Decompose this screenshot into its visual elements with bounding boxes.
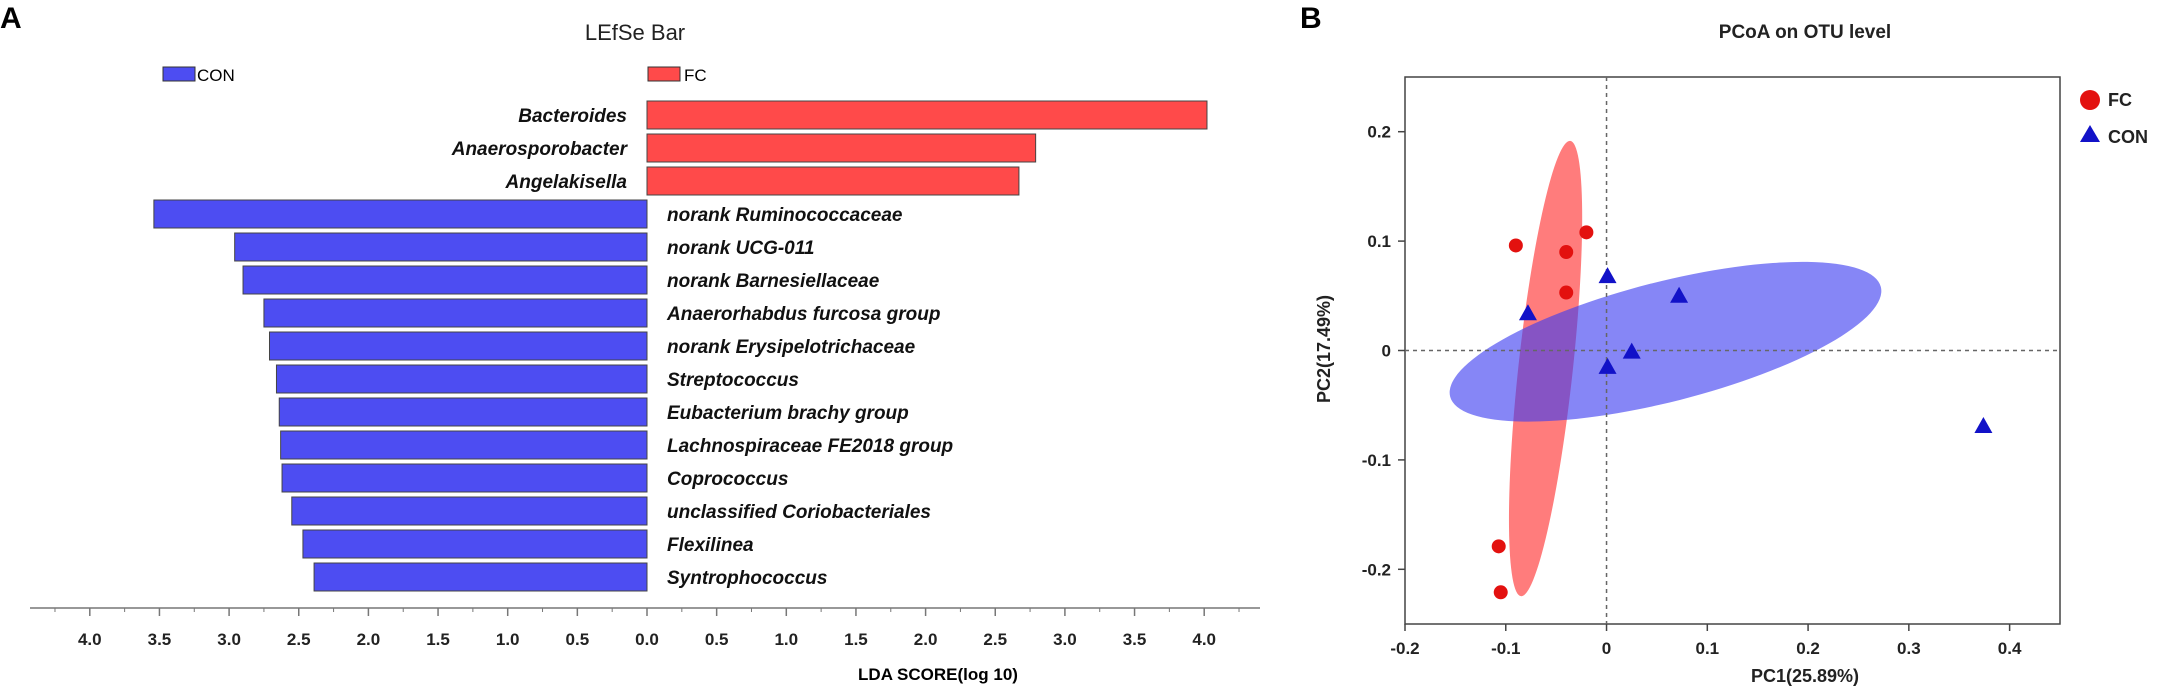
lefse-tick-label: 3.0 (1053, 630, 1077, 649)
taxon-label-4: norank UCG-011 (667, 238, 814, 259)
lefse-title: LEfSe Bar (585, 20, 685, 45)
lefse-tick-label: 0.5 (566, 630, 590, 649)
pcoa-legend-con-label: CON (2108, 127, 2148, 147)
point-fc-3 (1559, 285, 1574, 300)
taxon-label-9: Eubacterium brachy group (667, 403, 909, 424)
lda-bar-8 (275, 364, 648, 394)
point-con-2 (1518, 304, 1537, 321)
lda-bar-14 (313, 562, 648, 592)
pcoa-x-tick-label: 0.1 (1695, 639, 1719, 658)
taxon-label-11: Coprococcus (667, 469, 788, 490)
point-con-1 (1670, 286, 1689, 303)
point-fc-4 (1491, 539, 1506, 554)
lefse-tick-label: 3.0 (217, 630, 241, 649)
lda-bar-10 (280, 430, 648, 460)
pcoa-x-tick-label: 0 (1602, 639, 1611, 658)
taxon-label-8: Streptococcus (667, 370, 799, 391)
lda-bar-5 (242, 265, 648, 295)
pcoa-y-tick-label: -0.1 (1362, 451, 1391, 470)
lefse-tick-label: 3.5 (148, 630, 172, 649)
lefse-x-ticks: 4.0 3.5 3.0 2.5 2.0 1.5 1.0 0.5 0.0 0.5 1.0 1.5 2.0 2… (54, 608, 1240, 649)
taxon-label-3: norank Ruminococcaceae (667, 205, 903, 226)
pcoa-x-tick-label: 0.3 (1897, 639, 1921, 658)
legend-fc-label: FC (684, 66, 707, 85)
taxon-label-7: norank Erysipelotrichaceae (667, 337, 916, 358)
pcoa-x-axis-label: PC1(25.89%) (1751, 666, 1859, 686)
lda-bar-1 (646, 133, 1037, 163)
pcoa-x-tick-label: -0.1 (1491, 639, 1520, 658)
point-con-3 (1622, 342, 1641, 359)
point-con-4 (1598, 357, 1617, 374)
lefse-tick-label: 2.0 (914, 630, 938, 649)
legend-con-triangle-icon (2080, 125, 2100, 142)
taxon-label-5: norank Barnesiellaceae (667, 271, 880, 292)
confidence-ellipse-con (1449, 261, 1882, 422)
lefse-tick-label: 4.0 (1192, 630, 1216, 649)
lefse-tick-label: 0.0 (635, 630, 659, 649)
lda-bar-12 (291, 496, 648, 526)
legend-fc-swatch (647, 66, 681, 82)
pcoa-y-tick-label: 0 (1382, 342, 1391, 361)
lda-bar-7 (268, 331, 648, 361)
pcoa-y-tick-label: 0.1 (1367, 232, 1391, 251)
lefse-tick-label: 2.0 (357, 630, 381, 649)
taxon-label-0: Bacteroides (518, 106, 627, 127)
lefse-tick-label: 3.5 (1123, 630, 1147, 649)
lefse-x-axis-label: LDA SCORE(log 10) (858, 665, 1018, 684)
pcoa-x-tick-label: 0.2 (1796, 639, 1820, 658)
lefse-tick-label: 2.5 (287, 630, 311, 649)
point-con-0 (1598, 267, 1617, 284)
point-fc-0 (1508, 238, 1523, 253)
pcoa-y-tick-label: 0.2 (1367, 123, 1391, 142)
taxon-label-2: Angelakisella (505, 172, 628, 193)
lefse-tick-label: 2.5 (983, 630, 1007, 649)
taxon-label-6: Anaerorhabdus furcosa group (666, 304, 940, 325)
lda-bar-0 (646, 100, 1208, 130)
point-fc-5 (1493, 585, 1508, 600)
taxon-label-1: Anaerosporobacter (451, 139, 629, 160)
taxon-label-14: Syntrophococcus (667, 568, 827, 589)
lda-bar-2 (646, 166, 1020, 196)
lefse-taxon-labels: Bacteroides Anaerosporobacter Angelakisell… (451, 106, 953, 589)
pcoa-legend-fc-label: FC (2108, 90, 2132, 110)
pcoa-x-tick-label: 0.4 (1998, 639, 2022, 658)
pcoa-y-axis-label: PC2(17.49%) (1314, 295, 1334, 403)
lefse-tick-label: 1.0 (774, 630, 798, 649)
legend-con-label: CON (197, 66, 235, 85)
lefse-bar-chart: LEfSe Bar CON FC Bacteroides Anaerosporob… (30, 20, 1260, 684)
point-fc-1 (1559, 245, 1574, 260)
lefse-tick-label: 1.5 (844, 630, 868, 649)
lda-bar-4 (234, 232, 648, 262)
lefse-tick-label: 4.0 (78, 630, 102, 649)
point-con-5 (1974, 416, 1993, 433)
taxon-label-13: Flexilinea (667, 535, 754, 556)
pcoa-y-tick-label: -0.2 (1362, 560, 1391, 579)
taxon-label-12: unclassified Coriobacteriales (667, 502, 931, 523)
point-fc-2 (1579, 225, 1594, 240)
panel-a-label: A (0, 2, 22, 35)
lefse-tick-label: 0.5 (705, 630, 729, 649)
pcoa-scatter-chart: PCoA on OTU level -0.2 -0.1 0 0.1 0.2 0.3 0.4 0… (1314, 22, 2148, 686)
taxon-label-10: Lachnospiraceae FE2018 group (667, 436, 953, 457)
legend-fc-circle-icon (2080, 90, 2100, 110)
lda-bar-6 (263, 298, 648, 328)
lda-bar-3 (153, 199, 648, 229)
legend-con-swatch (162, 66, 196, 82)
lefse-tick-label: 1.0 (496, 630, 520, 649)
lda-bar-9 (278, 397, 648, 427)
lda-bar-13 (302, 529, 648, 559)
pcoa-x-tick-label: -0.2 (1390, 639, 1419, 658)
pcoa-plot-area: -0.2 -0.1 0 0.1 0.2 0.3 0.4 0.2 0.1 0 -0.1 -0.2 (1362, 76, 2061, 658)
lefse-bars (153, 100, 1208, 592)
panel-b-label: B (1300, 2, 1322, 35)
lefse-tick-label: 1.5 (426, 630, 450, 649)
lda-bar-11 (281, 463, 648, 493)
pcoa-title: PCoA on OTU level (1719, 22, 1891, 43)
